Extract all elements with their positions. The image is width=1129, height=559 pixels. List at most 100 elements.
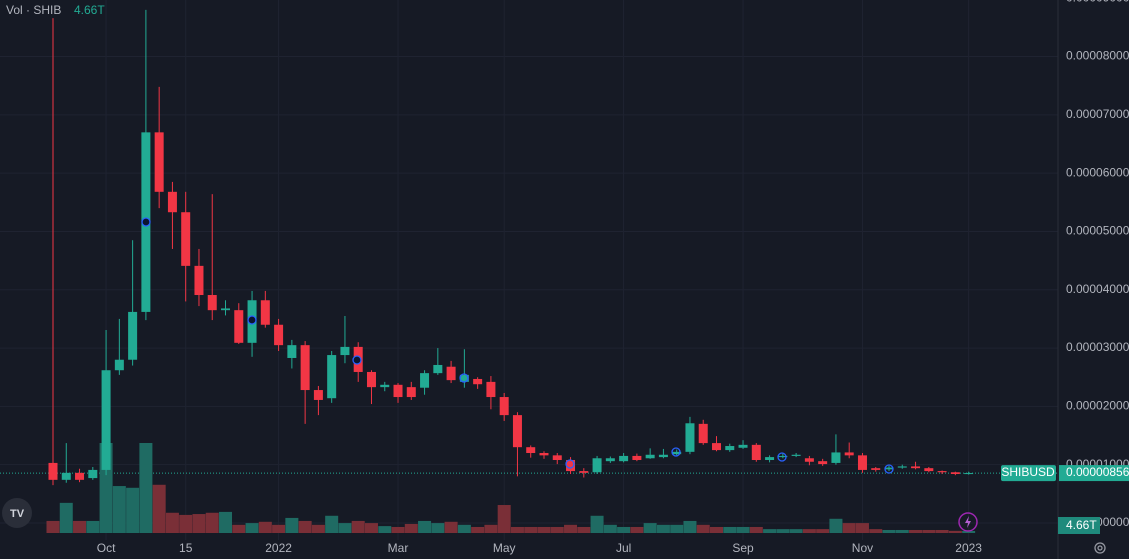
- event-marker[interactable]: [352, 355, 362, 365]
- candle-body: [75, 472, 85, 480]
- y-tick-label: 0.00003000: [1066, 340, 1129, 354]
- volume-tag: [1058, 516, 1100, 534]
- volume-bar: [179, 514, 193, 533]
- volume-bar: [112, 486, 126, 533]
- volume-legend-label: Vol · SHIB: [6, 3, 61, 17]
- x-tick-label: Nov: [852, 541, 873, 555]
- candle-body: [287, 345, 297, 358]
- volume-bar: [550, 526, 564, 533]
- volume-bar: [258, 521, 272, 533]
- candle-body: [579, 471, 589, 473]
- x-tick-label: 2022: [265, 541, 292, 555]
- candle-body: [459, 374, 469, 382]
- volume-bar: [139, 443, 153, 533]
- volume-bar: [364, 523, 378, 533]
- volume-bar: [471, 526, 485, 533]
- x-tick-label: Oct: [97, 541, 116, 555]
- volume-bar: [165, 512, 179, 533]
- candle-body: [871, 468, 881, 470]
- volume-bar: [802, 529, 816, 533]
- volume-bar: [869, 529, 883, 533]
- event-marker[interactable]: [141, 217, 151, 227]
- y-tick-label: 0.00002000: [1066, 399, 1129, 413]
- candle-body: [924, 468, 934, 472]
- candle-body: [128, 311, 138, 360]
- candle-body: [619, 455, 629, 462]
- event-marker[interactable]: [777, 452, 787, 462]
- event-marker[interactable]: [884, 464, 894, 474]
- settings-button[interactable]: [1094, 542, 1106, 554]
- volume-bar: [219, 511, 233, 533]
- candle-body: [791, 454, 801, 456]
- candle-body: [313, 390, 323, 400]
- volume-bar: [696, 524, 710, 533]
- time-axis: Oct 15 2022 Mar May Jul Sep Nov 2023: [97, 541, 983, 555]
- volume-bar: [152, 484, 166, 533]
- candle-body: [48, 462, 58, 480]
- volume-bar: [749, 526, 763, 533]
- volume-bar: [497, 505, 511, 533]
- volume-bar: [603, 524, 617, 533]
- candle-body: [420, 373, 430, 388]
- volume-bar: [126, 487, 140, 533]
- volume-bar: [285, 517, 299, 533]
- candle-body: [526, 447, 536, 454]
- volume-bar: [590, 515, 604, 533]
- candle-body: [300, 345, 310, 391]
- candle-body: [406, 387, 416, 398]
- candle-body: [632, 455, 642, 461]
- candle-body: [260, 300, 270, 325]
- candle-body: [698, 423, 708, 444]
- volume-bar: [564, 524, 578, 533]
- candle-body: [645, 454, 655, 459]
- volume-bar: [776, 529, 790, 533]
- event-marker[interactable]: [459, 373, 469, 383]
- volume-bar: [895, 529, 909, 533]
- candle-body: [393, 384, 403, 398]
- x-tick-label: May: [493, 541, 516, 555]
- candle-body: [446, 366, 456, 381]
- candle-body: [672, 451, 682, 455]
- candle-body: [167, 191, 177, 213]
- volume-bar: [935, 529, 949, 533]
- candle-body: [181, 212, 191, 266]
- candle-body: [844, 452, 854, 456]
- candle-body: [88, 469, 98, 479]
- candle-body: [101, 370, 111, 470]
- candle-body: [194, 265, 204, 296]
- lightning-button[interactable]: [958, 512, 978, 532]
- volume-bar: [537, 526, 551, 533]
- volume-bar: [510, 526, 524, 533]
- candle-body: [327, 355, 337, 399]
- volume-bar: [46, 520, 60, 533]
- volume-bar: [710, 526, 723, 533]
- volume-bar: [816, 529, 830, 533]
- event-marker[interactable]: [565, 459, 575, 469]
- volume-bar: [272, 524, 286, 533]
- x-tick-label: 2023: [955, 541, 982, 555]
- volume-bar: [670, 524, 684, 533]
- y-tick-label: 0.00007000: [1066, 107, 1129, 121]
- candle-body: [274, 324, 284, 346]
- event-marker[interactable]: [671, 447, 681, 457]
- volume-bar: [577, 526, 591, 533]
- volume-bar: [391, 526, 405, 533]
- candle-body: [499, 397, 509, 416]
- candle-body: [897, 466, 907, 468]
- volume-bar: [205, 512, 219, 533]
- candle-body: [433, 364, 443, 374]
- candle-body: [712, 443, 721, 451]
- candle-body: [566, 460, 576, 472]
- y-tick-label: 0.00008000: [1066, 49, 1129, 63]
- volume-bar: [962, 530, 976, 533]
- candle-body: [857, 455, 867, 470]
- x-tick-label: Sep: [732, 541, 754, 555]
- candle-body: [234, 310, 244, 343]
- tradingview-logo[interactable]: TV: [2, 498, 32, 528]
- event-marker[interactable]: [247, 315, 257, 325]
- price-tag: [1059, 465, 1129, 482]
- volume-bar: [909, 529, 923, 533]
- candle-body: [473, 378, 483, 385]
